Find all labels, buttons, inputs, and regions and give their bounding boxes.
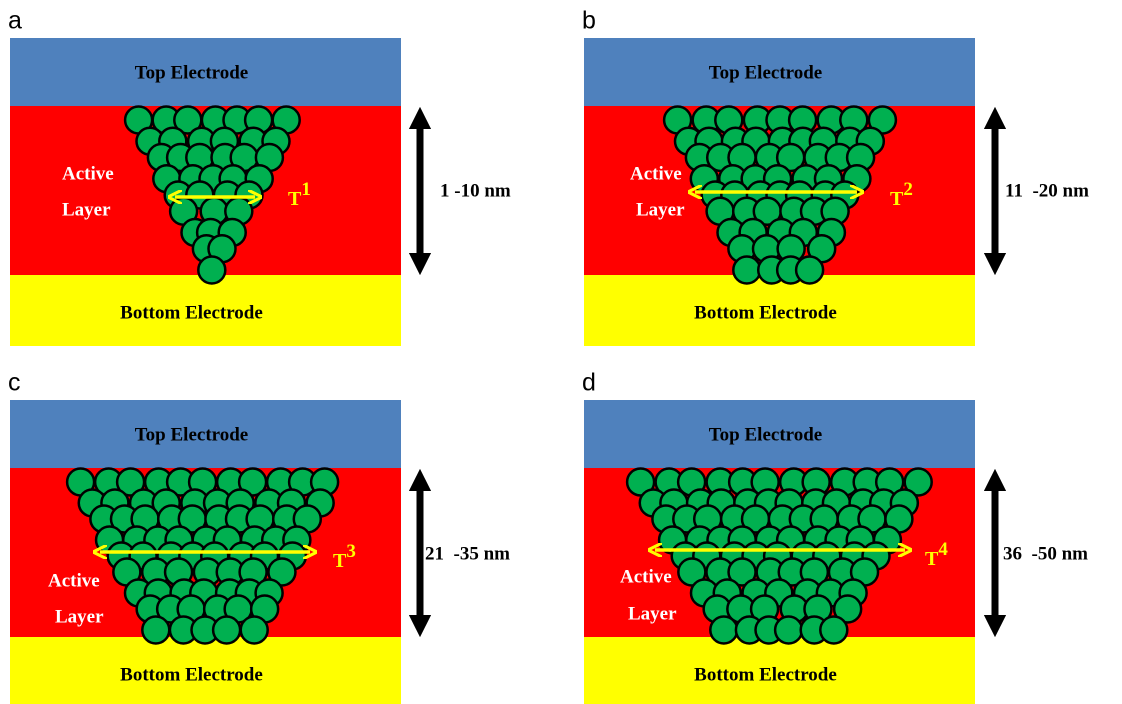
top-electrode-label: Top Electrode (135, 424, 248, 445)
active-layer-label: Active (62, 163, 114, 184)
bottom-electrode-label: Bottom Electrode (120, 302, 263, 323)
panel-letter: c (8, 369, 21, 397)
thickness-range: 11 -20 nm (1005, 180, 1089, 201)
bottom-electrode-label: Bottom Electrode (694, 664, 837, 685)
top-electrode-label: Top Electrode (709, 62, 822, 83)
panel: d Top Electrode Bottom Electrode Active Laye… (582, 369, 1088, 704)
thickness-range: 1 -10 nm (440, 180, 511, 201)
nanoparticle (775, 617, 802, 644)
active-layer-label: Active (630, 163, 682, 184)
panel-letter: b (582, 7, 596, 35)
active-layer-label: Layer (62, 199, 111, 220)
nanoparticle (820, 617, 847, 644)
top-electrode-label: Top Electrode (709, 424, 822, 445)
thickness-range: 36 -50 nm (1003, 543, 1088, 564)
nanoparticle (241, 617, 268, 644)
nanoparticle (796, 257, 823, 284)
panel-letter: a (8, 7, 22, 35)
nanoparticle (198, 257, 225, 284)
symbol-base: T (333, 550, 347, 572)
active-layer-label: Active (620, 566, 672, 587)
panel: b Top Electrode Bottom Electrode Active Laye… (582, 7, 1089, 346)
symbol-base: T (288, 188, 302, 210)
thickness-range: 21 -35 nm (425, 543, 510, 564)
symbol-sup: 2 (903, 179, 913, 200)
figure: a Top Electrode Bottom Electrode Active Laye… (0, 0, 1122, 704)
active-layer-label: Active (48, 570, 100, 591)
nanoparticle (142, 617, 169, 644)
active-layer-label: Layer (55, 606, 104, 627)
panel: c Top Electrode Bottom Electrode Active Laye… (8, 369, 510, 704)
symbol-sup: 3 (346, 541, 356, 562)
nanoparticle (710, 617, 737, 644)
panel-letter: d (582, 369, 596, 397)
active-layer-label: Layer (636, 199, 685, 220)
bottom-electrode-label: Bottom Electrode (120, 664, 263, 685)
active-layer-label: Layer (628, 603, 677, 624)
panel: a Top Electrode Bottom Electrode Active Laye… (8, 7, 511, 346)
nanoparticle (733, 257, 760, 284)
nanoparticle (213, 617, 240, 644)
top-electrode-label: Top Electrode (135, 62, 248, 83)
bottom-electrode-label: Bottom Electrode (694, 302, 837, 323)
symbol-sup: 4 (938, 539, 948, 560)
symbol-base: T (925, 548, 939, 570)
symbol-sup: 1 (301, 179, 311, 200)
symbol-base: T (890, 188, 904, 210)
